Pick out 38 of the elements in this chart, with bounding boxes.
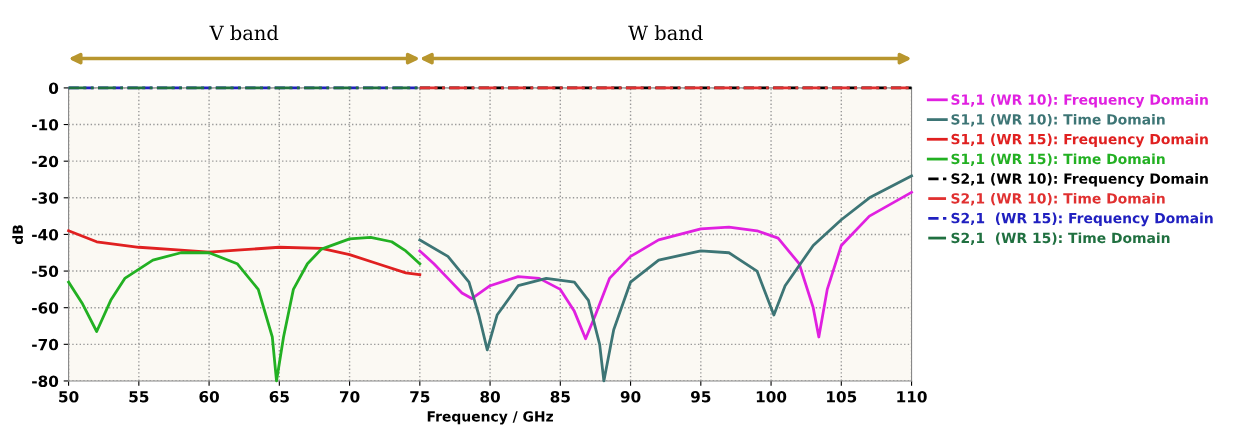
legend-label: S1,1 (WR 15): Frequency Domain	[951, 133, 1208, 148]
y-tick-label: -10	[32, 119, 59, 131]
line-series	[418, 190, 913, 341]
x-tick-label: 55	[129, 391, 149, 403]
line-series	[67, 235, 422, 383]
x-tick-label: 110	[897, 390, 927, 403]
line-series	[67, 229, 422, 277]
x-tick-label: 105	[827, 390, 857, 403]
x-tick-label: 60	[199, 390, 219, 403]
x-tick-label: 80	[480, 390, 500, 403]
y-tick-label: -30	[32, 192, 59, 204]
x-tick-label: 85	[550, 390, 570, 403]
y-tick-label: 0	[48, 82, 59, 94]
x-tick-label: 90	[620, 390, 641, 403]
y-tick-label: -60	[32, 302, 59, 314]
x-tick-label: 75	[410, 391, 430, 403]
legend-label: S1,1 (WR 10): Time Domain	[951, 113, 1165, 127]
y-tick-label: -70	[32, 338, 59, 351]
band-label: V band	[209, 25, 279, 41]
band-label: W band	[628, 25, 703, 41]
y-tick-label: -80	[32, 375, 59, 387]
legend-label: S2,1 (WR 15): Frequency Domain	[951, 212, 1213, 227]
x-tick-label: 50	[59, 390, 79, 403]
legend-label: S1,1 (WR 10): Frequency Domain	[951, 94, 1208, 108]
y-tick-label: -20	[32, 155, 59, 168]
y-tick-label: -40	[32, 228, 59, 241]
legend-label: S2,1 (WR 10): Frequency Domain	[951, 173, 1208, 187]
legend-label: S1,1 (WR 15): Time Domain	[951, 153, 1165, 166]
line-series	[418, 174, 913, 383]
x-tick-label: 100	[756, 390, 787, 403]
x-tick-label: 95	[690, 390, 711, 403]
y-axis-title: dB	[12, 225, 24, 245]
x-tick-label: 65	[269, 390, 289, 403]
x-tick-label: 70	[339, 390, 360, 403]
y-tick-label: -50	[32, 265, 59, 278]
legend-label: S2,1 (WR 10): Time Domain	[951, 192, 1165, 206]
x-axis-title: Frequency / GHz	[427, 411, 553, 425]
legend-label: S2,1 (WR 15): Time Domain	[951, 232, 1170, 245]
